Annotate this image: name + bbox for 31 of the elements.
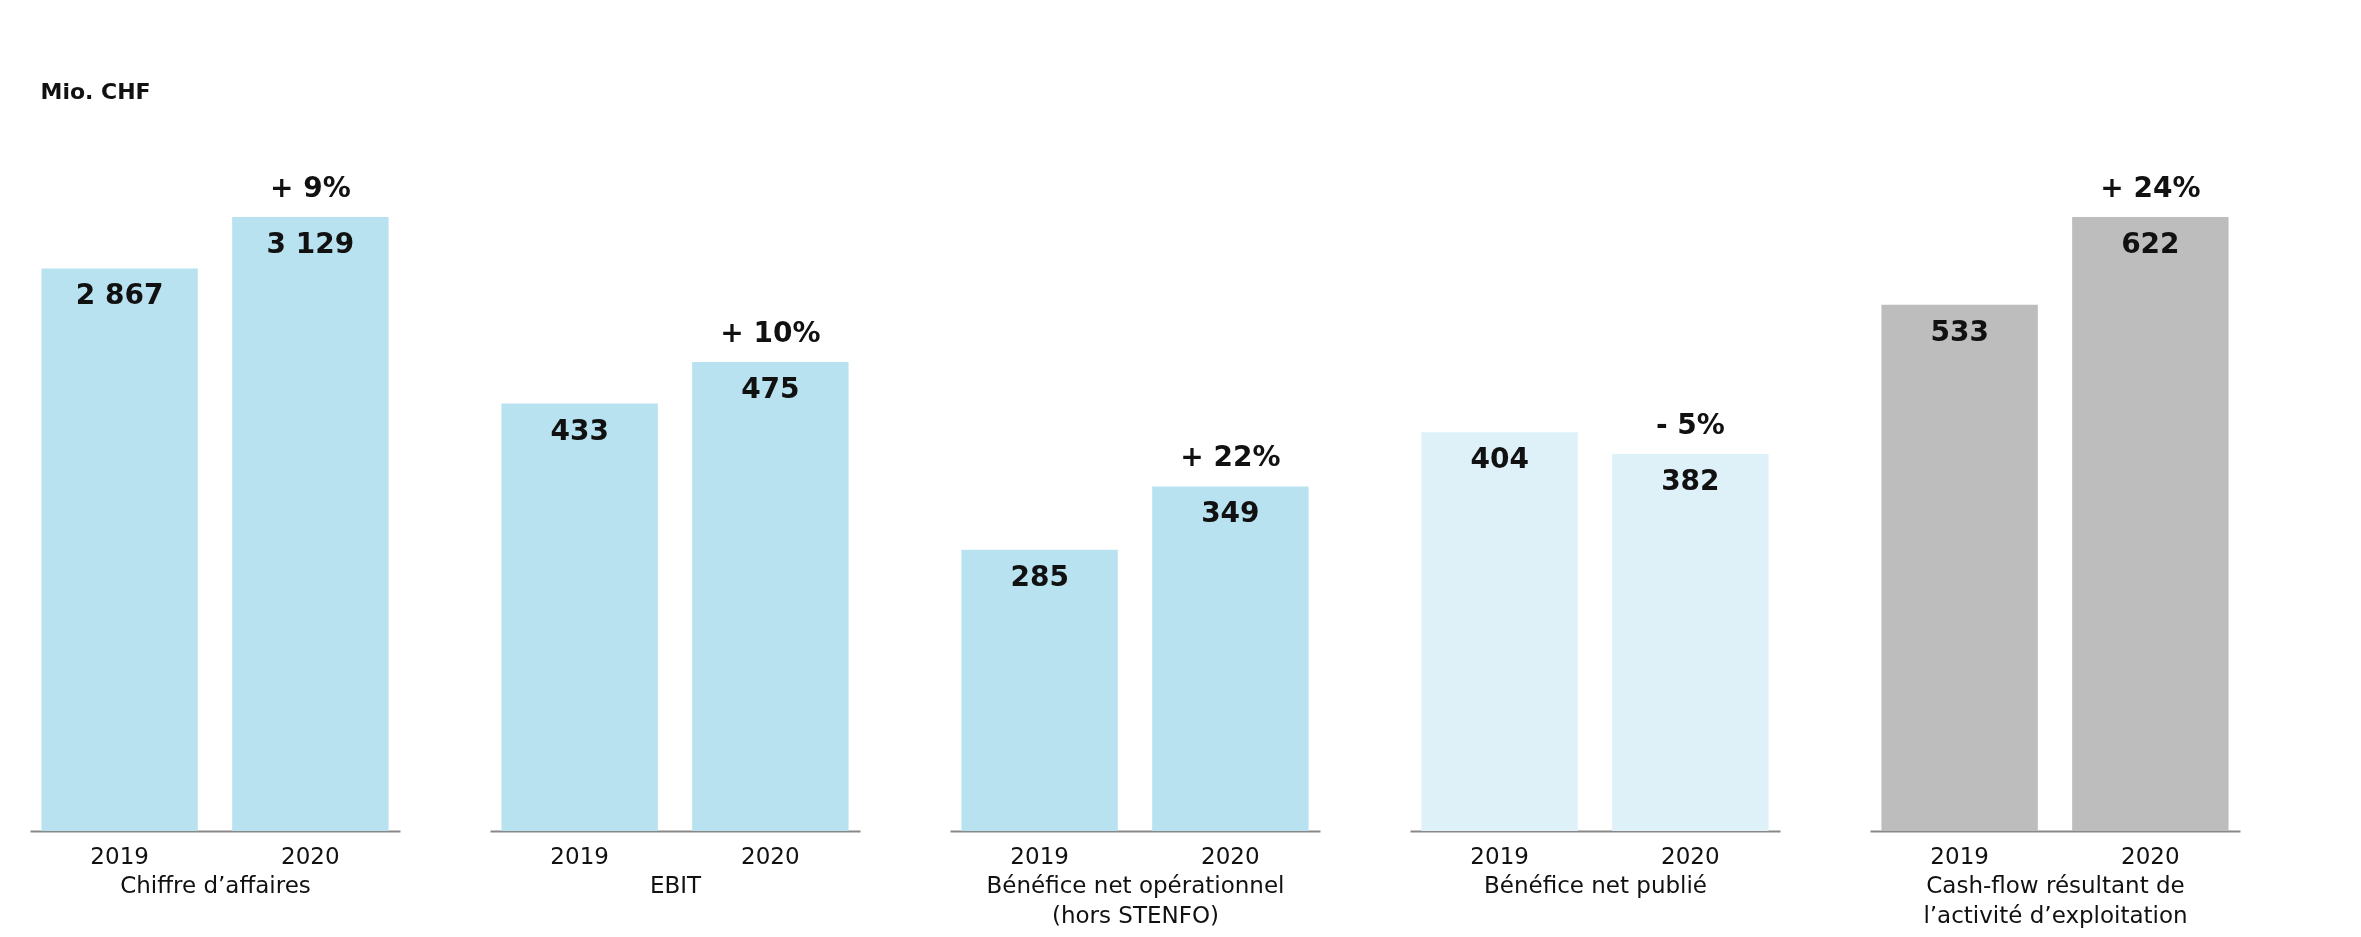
text: + 24%	[2100, 170, 2201, 204]
x-tick-label: 2020	[2121, 842, 2180, 869]
x-tick-label: 2019	[550, 842, 609, 869]
text: + 22%	[1180, 440, 1281, 474]
data-label: 475	[741, 372, 800, 406]
y-axis-title: Mio. CHF	[40, 78, 151, 104]
data-label: 622	[2121, 226, 2180, 260]
x-tick-label: 2020	[1661, 842, 1720, 869]
x-axis-title: Bénéfice net publié	[1483, 871, 1708, 898]
x-tick-label: 2019	[90, 842, 149, 869]
annotation: - 5%	[1655, 407, 1725, 441]
text: + 10%	[720, 316, 821, 350]
x-tick-label: 2020	[281, 842, 340, 869]
data-label: 349	[1201, 496, 1260, 530]
text: + 9%	[269, 170, 351, 204]
data-label: 533	[1930, 314, 1989, 348]
x-tick-label: 2019	[1470, 842, 1529, 869]
x-tick-label: 2020	[1201, 842, 1260, 869]
data-label: 382	[1661, 463, 1720, 497]
data-label: 404	[1470, 442, 1529, 476]
data-label: 2 867	[75, 278, 164, 312]
data-label: 3 129	[266, 226, 355, 260]
data-label: 433	[550, 413, 609, 447]
x-axis-title: Chiffre d’affaires	[120, 871, 311, 898]
x-axis-title: EBIT	[649, 871, 703, 898]
data-label: 285	[1010, 559, 1069, 593]
x-tick-label: 2019	[1930, 842, 1989, 869]
x-axis-title: Bénéfice net opérationnel (hors STENFO)	[986, 871, 1285, 928]
x-axis-title: Cash-flow résultant de l’activité d’exploitation	[1923, 871, 2188, 928]
x-tick-label: 2019	[1010, 842, 1069, 869]
x-tick-label: 2020	[741, 842, 800, 869]
